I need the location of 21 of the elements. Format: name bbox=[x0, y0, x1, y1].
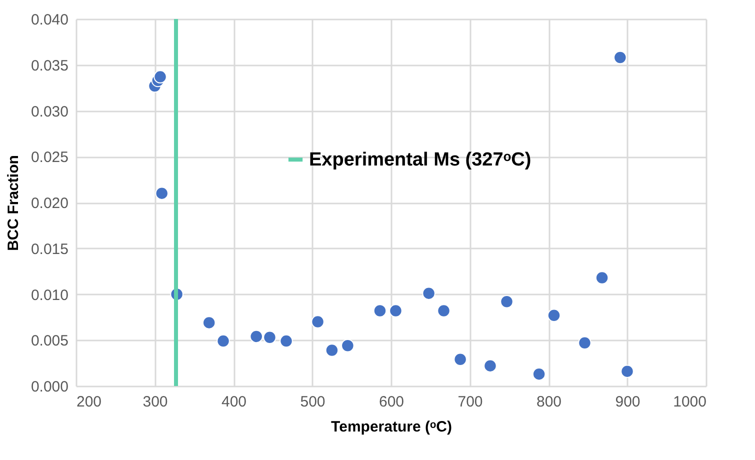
y-tick-label: 0.010 bbox=[30, 286, 68, 304]
x-tick-label: 300 bbox=[142, 394, 168, 410]
x-tick-label: 500 bbox=[300, 394, 326, 410]
y-tick-label: 0.025 bbox=[30, 149, 68, 166]
y-tick-label: 0.020 bbox=[30, 195, 68, 212]
y-tick-label: 0.035 bbox=[30, 57, 68, 74]
y-tick-label: 0.030 bbox=[30, 103, 68, 120]
legend-label: Experimental Ms (327ᵒC) bbox=[309, 150, 532, 171]
x-tick-label: 600 bbox=[378, 394, 404, 410]
x-tick-label: 400 bbox=[221, 394, 247, 410]
x-tick-label: 700 bbox=[458, 394, 483, 410]
x-tick-label: 1000 bbox=[673, 394, 706, 410]
y-tick-label: 0.015 bbox=[30, 240, 68, 258]
y-axis-title: BCC Fraction bbox=[4, 155, 22, 251]
y-tick-label: 0.040 bbox=[30, 12, 68, 28]
x-tick-label: 800 bbox=[536, 394, 562, 410]
x-axis-title: Temperature (ᵒC) bbox=[331, 418, 452, 436]
x-tick-label: 200 bbox=[76, 394, 102, 410]
y-tick-label: 0.005 bbox=[30, 332, 68, 350]
y-tick-label: 0.000 bbox=[30, 378, 68, 396]
x-tick-label: 900 bbox=[615, 394, 640, 410]
